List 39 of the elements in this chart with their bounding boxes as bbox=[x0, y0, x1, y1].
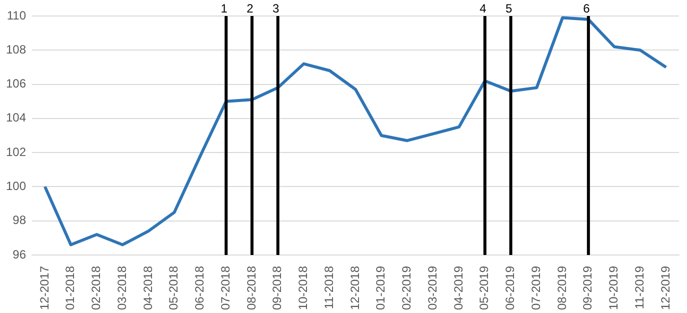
x-tick-label: 02-2019 bbox=[400, 266, 414, 310]
x-tick-label: 12-2017 bbox=[37, 266, 52, 310]
ref-line-label: 6 bbox=[583, 1, 590, 16]
x-tick-label: 10-2018 bbox=[296, 266, 310, 310]
x-tick-label: 06-2018 bbox=[192, 266, 207, 310]
ref-line-label: 1 bbox=[220, 1, 228, 16]
y-tick-label: 108 bbox=[6, 42, 26, 56]
ref-line-label: 3 bbox=[272, 1, 280, 16]
x-tick-label: 08-2019 bbox=[554, 266, 569, 310]
y-tick-label: 102 bbox=[6, 144, 26, 159]
x-tick-label: 04-2018 bbox=[140, 266, 155, 310]
x-tick-label: 12-2019 bbox=[658, 266, 672, 310]
x-tick-label: 03-2018 bbox=[114, 266, 129, 310]
x-tick-label: 06-2019 bbox=[503, 266, 518, 310]
x-tick-label: 05-2019 bbox=[477, 266, 492, 310]
x-tick-label: 05-2018 bbox=[166, 266, 181, 310]
x-tick-label: 11-2018 bbox=[322, 266, 336, 310]
y-tick-label: 110 bbox=[6, 8, 26, 22]
y-tick-label: 104 bbox=[6, 110, 26, 125]
x-tick-label: 01-2018 bbox=[63, 266, 78, 310]
x-tick-label: 10-2019 bbox=[606, 266, 621, 310]
y-tick-label: 106 bbox=[6, 76, 26, 91]
x-tick-label: 01-2019 bbox=[374, 266, 388, 310]
y-tick-label: 96 bbox=[12, 247, 26, 262]
y-tick-label: 98 bbox=[12, 213, 26, 228]
x-tick-label: 12-2018 bbox=[348, 266, 362, 310]
x-tick-label: 03-2019 bbox=[425, 266, 440, 310]
y-tick-label: 100 bbox=[6, 179, 26, 193]
ref-line-label: 5 bbox=[505, 1, 512, 16]
ref-line-label: 2 bbox=[246, 1, 254, 16]
x-tick-label: 11-2019 bbox=[632, 266, 646, 310]
ref-line-label: 4 bbox=[480, 1, 487, 16]
x-tick-label: 09-2018 bbox=[270, 266, 284, 310]
x-tick-label: 04-2019 bbox=[451, 266, 466, 310]
x-tick-label: 07-2019 bbox=[528, 266, 543, 310]
x-tick-label: 09-2019 bbox=[580, 266, 595, 310]
x-tick-label: 07-2018 bbox=[218, 266, 232, 310]
x-tick-label: 08-2018 bbox=[244, 266, 258, 310]
x-tick-label: 02-2018 bbox=[89, 266, 104, 310]
